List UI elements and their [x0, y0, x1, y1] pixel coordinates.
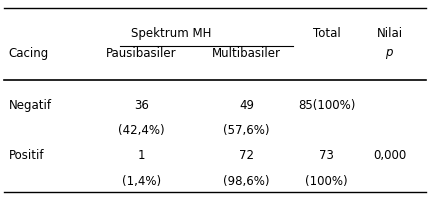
Text: Nilai: Nilai — [377, 27, 403, 40]
Text: (57,6%): (57,6%) — [223, 124, 270, 137]
Text: $p$: $p$ — [385, 47, 394, 61]
Text: (42,4%): (42,4%) — [118, 124, 165, 137]
Text: (1,4%): (1,4%) — [122, 175, 161, 188]
Text: 36: 36 — [134, 99, 149, 112]
Text: Positif: Positif — [9, 149, 44, 162]
Text: Spektrum MH: Spektrum MH — [131, 27, 211, 40]
Text: 0,000: 0,000 — [373, 149, 406, 162]
Text: Pausibasiler: Pausibasiler — [106, 47, 177, 60]
Text: 85(100%): 85(100%) — [298, 99, 355, 112]
Text: (100%): (100%) — [305, 175, 348, 188]
Text: Negatif: Negatif — [9, 99, 52, 112]
Text: Cacing: Cacing — [9, 47, 49, 60]
Text: Total: Total — [313, 27, 341, 40]
Text: 1: 1 — [138, 149, 145, 162]
Text: Multibasiler: Multibasiler — [212, 47, 281, 60]
Text: 72: 72 — [239, 149, 254, 162]
Text: (98,6%): (98,6%) — [223, 175, 270, 188]
Text: 49: 49 — [239, 99, 254, 112]
Text: 73: 73 — [319, 149, 334, 162]
